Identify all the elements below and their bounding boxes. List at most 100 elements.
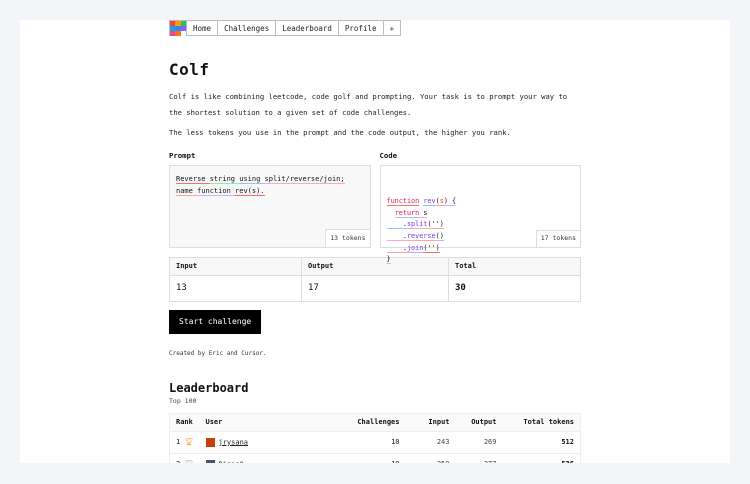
top-nav: Home Challenges Leaderboard Profile ✳ (169, 20, 402, 36)
code-token: join (406, 243, 424, 253)
col-input: Input (405, 413, 456, 431)
prompt-token: rev(s). (235, 187, 265, 196)
prompt-token-count: 13 tokens (325, 229, 370, 247)
total-tokens: 512 (502, 430, 581, 453)
code-token: reverse (406, 232, 436, 242)
prompt-token: using (239, 174, 265, 184)
logo-cell (180, 31, 186, 36)
user-link[interactable]: Rigos0 (219, 460, 244, 463)
col-total: Total tokens (502, 413, 581, 431)
code-label: Code (379, 150, 398, 160)
credit-suffix: . (262, 349, 267, 357)
intro-text-2: The less tokens you use in the prompt an… (169, 128, 511, 137)
leaderboard-table: Rank User Challenges Input Output Total … (169, 412, 581, 463)
code-output: function rev(s) { return s .split('') .r… (386, 196, 575, 266)
col-user: User (199, 413, 303, 431)
page-title: Colf (169, 60, 210, 79)
logo-cell (170, 21, 176, 26)
code-token: split (406, 220, 428, 230)
leaderboard-subtitle: Top 100 (169, 396, 197, 405)
eric-link[interactable]: Eric (208, 349, 224, 357)
leaderboard-row: 2 🏆︎ Rigos0 10 259 277 536 (169, 452, 581, 463)
code-token: s (419, 208, 428, 218)
logo-cell (175, 21, 181, 26)
code-token: ) { (443, 196, 457, 206)
code-token (387, 209, 395, 217)
rank: 2 🏆︎ (169, 452, 200, 463)
code-token: . (386, 243, 407, 253)
code-token: ('') (423, 243, 440, 253)
code-token: function (386, 196, 420, 206)
nav-leaderboard[interactable]: Leaderboard (275, 21, 338, 35)
code-line: } (386, 254, 575, 266)
code-token: . (386, 232, 407, 242)
code-box: function rev(s) { return s .split('') .r… (379, 164, 581, 265)
logo-cell (180, 21, 186, 26)
logo-cell (175, 26, 181, 31)
avatar (205, 437, 215, 447)
code-token: s (439, 196, 444, 206)
avatar (205, 459, 215, 463)
logo-cell (175, 31, 181, 36)
logo-cell (170, 31, 176, 36)
challenges: 10 (302, 430, 406, 453)
output-tokens: 269 (455, 430, 503, 453)
logo-cell (170, 26, 176, 31)
credit: Created by Eric and Cursor. (169, 350, 581, 357)
intro-text: Colf is like combining leetcode, code go… (169, 92, 568, 117)
leaderboard-title: Leaderboard (169, 380, 249, 395)
code-line: function rev(s) { (386, 196, 575, 208)
col-output: Output (455, 413, 503, 431)
code-line: return s (387, 208, 575, 220)
total-tokens: 536 (502, 452, 581, 463)
code-token: () (435, 232, 444, 242)
user-cell: jrysana (199, 430, 303, 453)
stat-input: 13 (169, 274, 302, 302)
col-rank: Rank (169, 413, 200, 431)
code-token: return (394, 208, 420, 218)
prompt-token: Reverse (176, 174, 210, 184)
rank-number: 1 (176, 438, 181, 446)
prompt-token: name (176, 187, 198, 196)
rank-number: 2 (176, 460, 180, 463)
prompt-box[interactable]: Reverse string using split/reverse/join;… (169, 164, 371, 248)
output-tokens: 277 (455, 452, 503, 463)
leaderboard-row: 1 🏆︎ jrysana 10 243 269 512 (169, 430, 581, 453)
theme-toggle-icon[interactable]: ✳ (382, 21, 401, 35)
challenges: 10 (302, 452, 406, 463)
prompt-label: Prompt (169, 150, 196, 160)
col-challenges: Challenges (302, 413, 406, 431)
prompt-token: string (209, 174, 240, 184)
page: Home Challenges Leaderboard Profile ✳ Co… (20, 20, 730, 463)
code-token: } (386, 255, 391, 265)
code-token-count: 17 tokens (535, 229, 580, 247)
input-tokens: 243 (405, 430, 456, 453)
nav-challenges[interactable]: Challenges (217, 21, 275, 35)
code-line: .reverse() (386, 231, 575, 243)
prompt-token: split/reverse/join; (264, 174, 345, 184)
code-token: . (386, 220, 407, 230)
token-stats-table: Input Output Total 13 17 30 (169, 256, 581, 302)
start-challenge-button[interactable]: Start challenge (169, 309, 262, 334)
logo-cell (180, 26, 186, 31)
user-cell: Rigos0 (199, 452, 303, 463)
code-line: .join('') (386, 243, 575, 255)
trophy-icon: 🏆︎ (184, 438, 194, 446)
cursor-link[interactable]: Cursor (241, 349, 263, 357)
stat-total: 30 (448, 274, 581, 302)
trophy-icon: 🏆︎ (184, 460, 193, 463)
nav-home[interactable]: Home (186, 21, 217, 35)
credit-prefix: Created by (169, 349, 209, 357)
input-tokens: 259 (405, 452, 456, 463)
user-link[interactable]: jrysana (218, 438, 249, 446)
colf-logo[interactable] (170, 21, 186, 36)
credit-mid: and (223, 349, 242, 357)
code-token: ('') (427, 220, 444, 230)
code-line: .split('') (386, 219, 575, 231)
stat-header-input: Input (169, 256, 302, 276)
nav-profile[interactable]: Profile (337, 21, 383, 35)
stat-output: 17 (301, 274, 449, 302)
prompt-token: function (197, 187, 236, 196)
prompt-text: Reverse string using split/reverse/join;… (176, 174, 345, 196)
code-token: ( (435, 196, 440, 206)
